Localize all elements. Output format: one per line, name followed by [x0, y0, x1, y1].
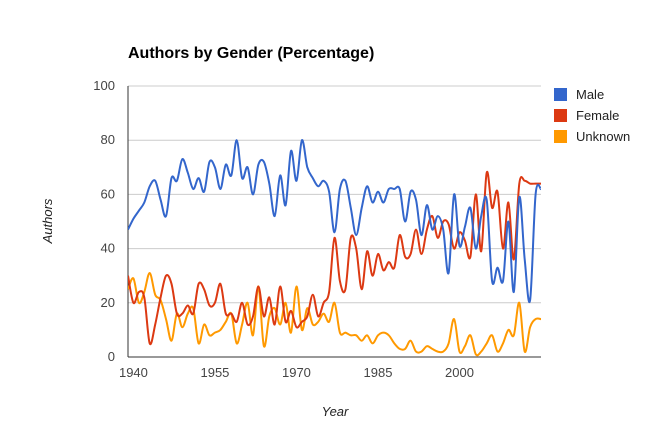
x-axis-label: Year [322, 404, 349, 419]
y-tick-label: 80 [101, 132, 115, 147]
y-tick-label: 60 [101, 186, 115, 201]
legend-item-female: Female [554, 107, 619, 123]
y-tick-label: 20 [101, 295, 115, 310]
series-line-male [128, 139, 541, 304]
series-line-unknown [128, 271, 541, 357]
legend-swatch [554, 129, 567, 143]
x-tick-label: 2000 [445, 365, 474, 380]
legend-label: Female [576, 107, 620, 123]
legend-item-male: Male [554, 86, 604, 102]
chart-title: Authors by Gender (Percentage) [128, 45, 375, 62]
y-tick-label: 100 [93, 78, 115, 93]
legend-swatch [554, 87, 567, 101]
y-tick-label: 40 [101, 241, 115, 256]
legend-label: Male [576, 86, 605, 102]
legend-swatch [554, 108, 567, 122]
x-tick-label: 1970 [282, 365, 311, 380]
legend-item-unknown: Unknown [554, 128, 630, 144]
series-line-female [128, 171, 541, 346]
x-tick-label: 1955 [200, 365, 229, 380]
legend-label: Unknown [576, 128, 631, 144]
x-tick-label: 1985 [364, 365, 393, 380]
x-tick-label: 1940 [119, 365, 148, 380]
y-tick-label: 0 [108, 349, 115, 364]
y-axis-label: Authors [40, 198, 55, 244]
